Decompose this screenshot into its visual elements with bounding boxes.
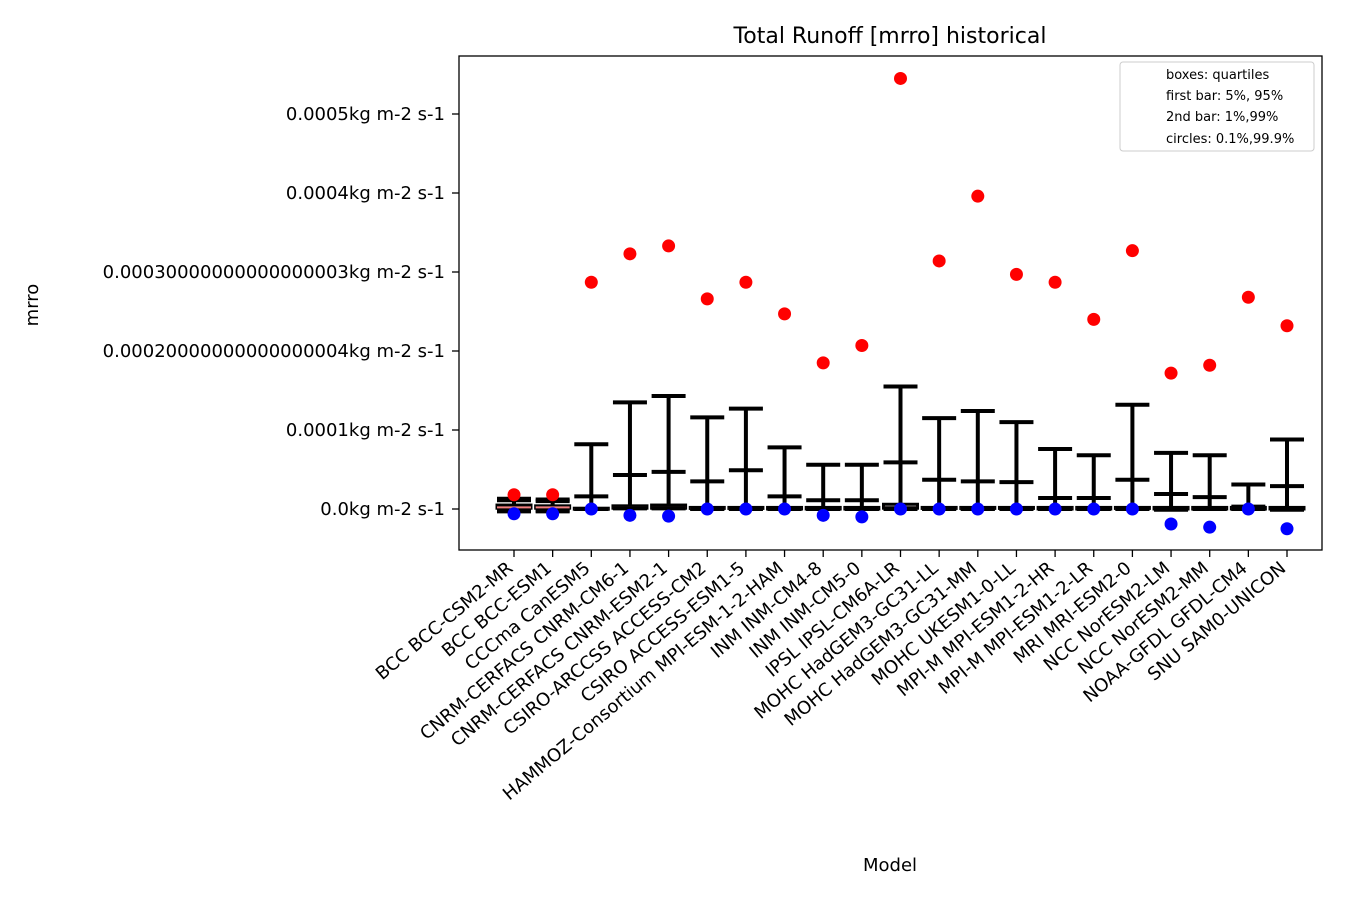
p999-circle xyxy=(546,488,560,502)
p001-circle xyxy=(1203,520,1217,534)
p001-circle xyxy=(971,502,985,516)
box-plot-marks xyxy=(495,71,1306,536)
y-axis-ticks: 0.0kg m-2 s-1 0.0001kg m-2 s-1 0.000200000… xyxy=(103,104,459,520)
y-tick-label: 0.0005kg m-2 s-1 xyxy=(286,104,445,125)
p001-circle xyxy=(1125,502,1139,516)
legend-entry: 2nd bar: 1%,99% xyxy=(1166,110,1278,125)
p999-circle xyxy=(1125,244,1139,258)
box-group xyxy=(572,275,610,516)
legend-entry: circles: 0.1%,99.9% xyxy=(1166,132,1294,147)
legend-entry: boxes: quartiles xyxy=(1166,68,1270,83)
box-group xyxy=(1152,366,1190,531)
y-tick-label: 0.0004kg m-2 s-1 xyxy=(286,183,445,204)
box-group xyxy=(882,71,919,516)
x-axis-label: Model xyxy=(863,855,917,876)
p999-circle xyxy=(971,189,985,203)
p001-circle xyxy=(662,509,676,523)
box-group xyxy=(727,275,765,516)
p999-circle xyxy=(778,307,792,321)
y-tick-label: 0.00030000000000000003kg m-2 s-1 xyxy=(103,262,445,283)
box-group xyxy=(1113,244,1151,516)
p999-circle xyxy=(1164,366,1178,380)
p001-circle xyxy=(546,507,560,521)
p001-circle xyxy=(894,502,907,516)
p001-circle xyxy=(1164,517,1178,531)
box-group xyxy=(766,307,804,516)
p001-circle xyxy=(584,502,598,516)
p999-circle xyxy=(1009,267,1023,281)
p001-circle xyxy=(778,502,792,516)
p999-circle xyxy=(1241,290,1255,304)
box-group xyxy=(495,488,533,521)
p001-circle xyxy=(1009,502,1023,516)
p001-circle xyxy=(1241,502,1255,516)
box-group xyxy=(804,356,842,522)
p999-circle xyxy=(700,292,714,306)
box-group xyxy=(997,267,1035,516)
p001-circle xyxy=(1087,502,1101,516)
legend-box xyxy=(1119,61,1315,152)
y-tick-label: 0.0kg m-2 s-1 xyxy=(320,499,445,520)
p999-circle xyxy=(1048,275,1062,289)
box-group xyxy=(650,239,688,523)
legend: boxes: quartiles first bar: 5%, 95% 2nd … xyxy=(1119,61,1315,152)
p001-circle xyxy=(932,502,946,516)
p001-circle xyxy=(1048,502,1062,516)
box-group xyxy=(611,247,649,522)
p999-circle xyxy=(816,356,830,370)
y-axis-label: mrro xyxy=(22,284,43,327)
box-group xyxy=(534,488,572,521)
p001-circle xyxy=(700,502,714,516)
box-group xyxy=(1075,312,1113,516)
p999-circle xyxy=(855,338,869,352)
p001-circle xyxy=(507,507,521,521)
plot-frame xyxy=(458,55,1323,551)
box-group xyxy=(1229,290,1267,516)
box-group xyxy=(1268,319,1306,536)
p999-circle xyxy=(662,239,676,253)
legend-entry: first bar: 5%, 95% xyxy=(1166,89,1283,104)
p999-circle xyxy=(1280,319,1294,333)
p001-circle xyxy=(739,502,753,516)
p001-circle xyxy=(623,508,637,522)
p999-circle xyxy=(584,275,598,289)
p001-circle xyxy=(855,510,869,524)
p999-circle xyxy=(1087,312,1101,326)
box-group xyxy=(1036,275,1074,516)
box-group xyxy=(1191,358,1229,534)
y-tick-label: 0.0001kg m-2 s-1 xyxy=(286,420,445,441)
box-group xyxy=(959,189,997,516)
y-tick-label: 0.00020000000000000004kg m-2 s-1 xyxy=(103,341,445,362)
p999-circle xyxy=(739,275,753,289)
p999-circle xyxy=(1203,358,1217,372)
box-group xyxy=(920,254,958,516)
p999-circle xyxy=(894,71,907,85)
p999-circle xyxy=(507,488,521,502)
box-group xyxy=(688,292,726,516)
chart-title: Total Runoff [mrro] historical xyxy=(733,24,1047,49)
p001-circle xyxy=(816,508,830,522)
p001-circle xyxy=(1280,522,1294,536)
p999-circle xyxy=(932,254,946,268)
p999-circle xyxy=(623,247,637,261)
box-group xyxy=(843,338,881,524)
